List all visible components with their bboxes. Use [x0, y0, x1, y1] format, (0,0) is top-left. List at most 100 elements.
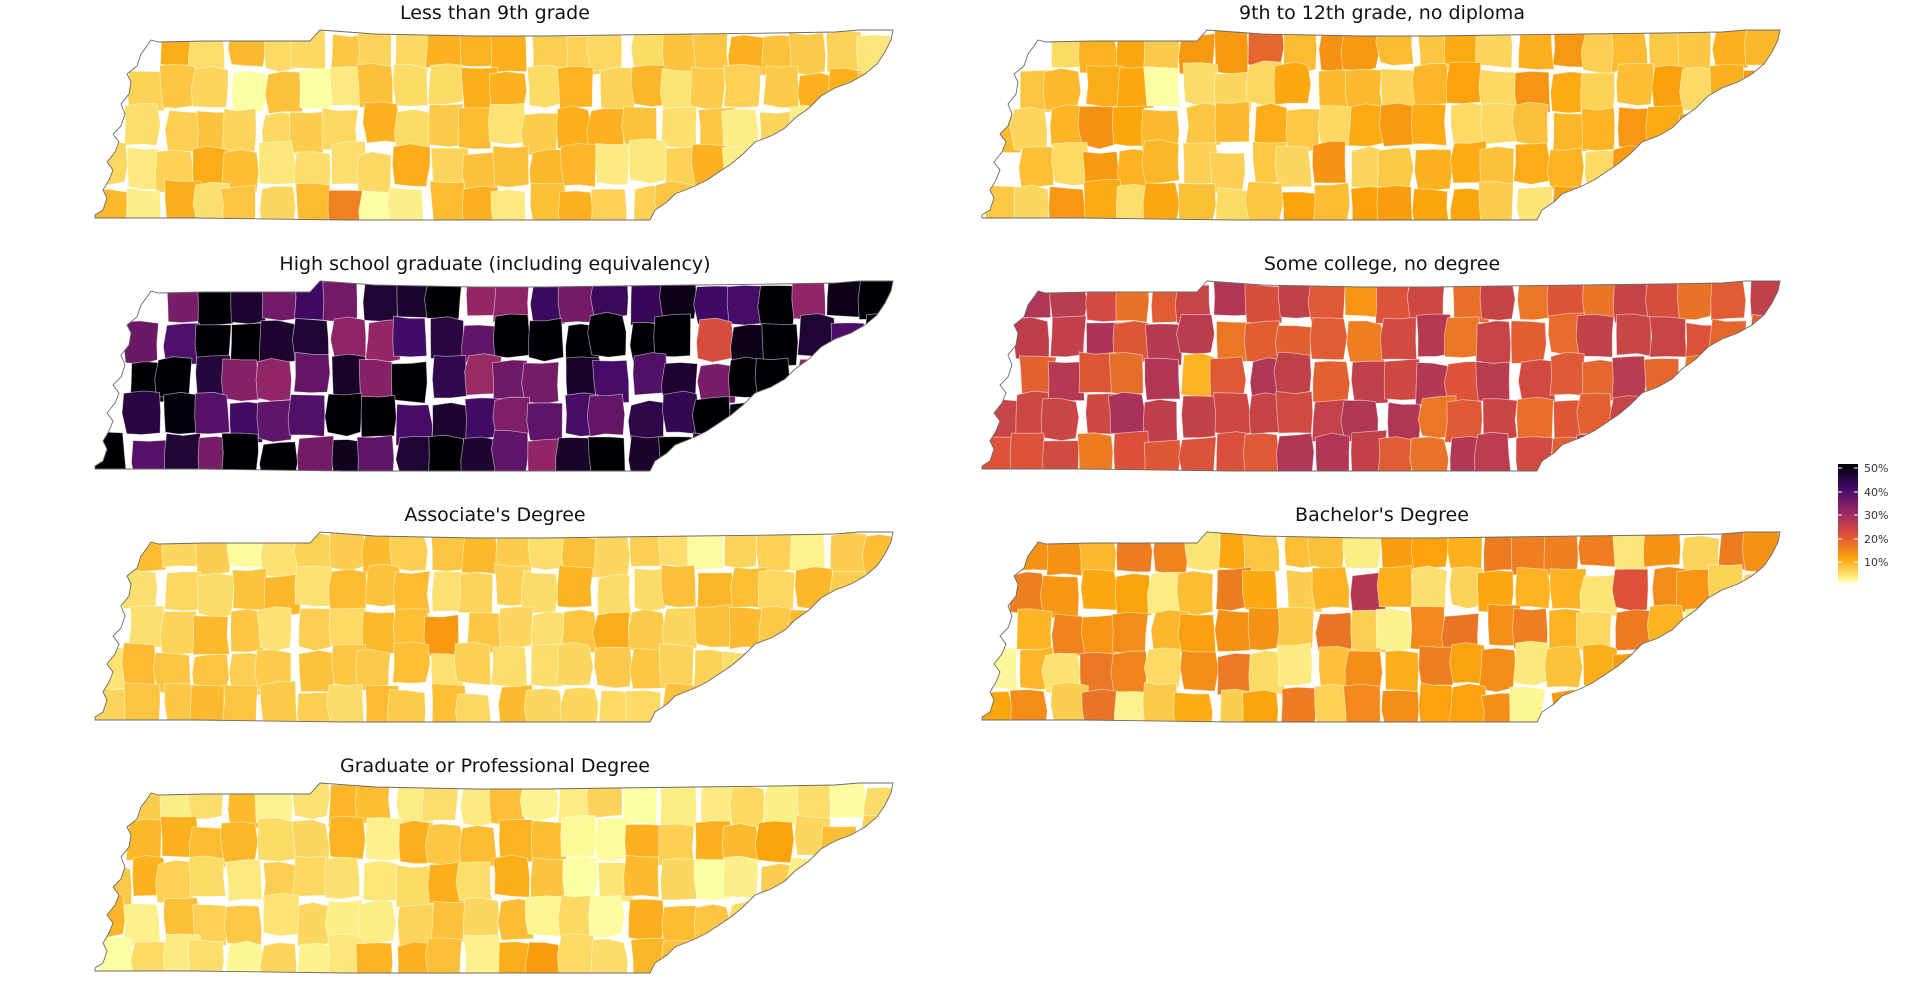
county [225, 859, 263, 902]
county [1450, 102, 1487, 148]
county [259, 942, 298, 973]
county [1177, 613, 1217, 658]
panel-title-associates: Associate's Degree [404, 504, 585, 526]
county [1276, 432, 1315, 471]
map-less-than-9th [94, 29, 894, 221]
county [254, 783, 294, 824]
county-layer [984, 30, 1780, 220]
county [528, 317, 565, 362]
county [129, 532, 168, 573]
county [1448, 683, 1487, 722]
county [1511, 101, 1549, 145]
county [1116, 532, 1153, 573]
county [661, 607, 702, 649]
county [1544, 645, 1583, 689]
county [727, 900, 766, 947]
county [1406, 281, 1446, 320]
county [1582, 643, 1618, 690]
county [629, 532, 664, 568]
county [562, 854, 598, 901]
county [1740, 571, 1780, 614]
county [430, 900, 467, 945]
county [857, 71, 893, 115]
county [326, 683, 365, 722]
county [1615, 63, 1655, 107]
county [1375, 281, 1411, 325]
county [1410, 532, 1450, 569]
map-9th-to-12th [981, 29, 1781, 221]
county [1683, 353, 1720, 397]
county [386, 186, 424, 220]
county [231, 568, 269, 611]
county [1576, 433, 1615, 471]
county [330, 316, 367, 360]
county [1409, 436, 1450, 471]
county [1176, 570, 1214, 616]
county [691, 396, 731, 439]
county [498, 819, 536, 863]
county [1242, 689, 1279, 722]
county [982, 690, 1014, 722]
county [427, 63, 464, 105]
county [1518, 30, 1555, 71]
county [1414, 148, 1453, 192]
county [356, 63, 394, 108]
county [453, 641, 492, 686]
county [599, 66, 636, 111]
county [462, 934, 501, 973]
county [556, 933, 595, 973]
county [161, 532, 199, 568]
county [1242, 532, 1280, 576]
county [189, 684, 226, 722]
county [761, 323, 799, 367]
county [120, 568, 158, 611]
state-outline [94, 29, 894, 221]
county [231, 70, 269, 114]
county [392, 63, 428, 107]
legend-label-10: 10% [1864, 556, 1888, 569]
county [1411, 565, 1448, 610]
county [431, 354, 468, 399]
county [1575, 313, 1615, 358]
county [789, 532, 826, 573]
county [1275, 390, 1314, 434]
county [259, 185, 297, 220]
state-outline [94, 280, 894, 472]
map-some-college [981, 280, 1781, 472]
county-layer [95, 30, 893, 220]
county [1749, 281, 1780, 320]
county [1276, 606, 1315, 651]
county [492, 854, 531, 898]
county [521, 361, 560, 405]
county [797, 313, 836, 357]
county [123, 682, 161, 722]
county [220, 821, 259, 865]
county [1314, 432, 1351, 471]
county [1046, 532, 1085, 577]
county [1411, 62, 1449, 106]
color-legend: 50% 40% 30% 20% 10% [1838, 462, 1888, 582]
county [1311, 566, 1350, 611]
county [1177, 182, 1217, 220]
county [1444, 316, 1480, 359]
county [653, 313, 692, 358]
county [556, 565, 594, 609]
county [287, 394, 326, 437]
county [1048, 186, 1087, 220]
county [1040, 397, 1080, 442]
county [1009, 689, 1048, 722]
county [297, 942, 335, 973]
county [196, 572, 235, 619]
county-layer [982, 532, 1780, 722]
county [1577, 532, 1617, 568]
county [355, 942, 394, 973]
county [130, 439, 169, 471]
county [593, 535, 631, 579]
county [1514, 566, 1551, 610]
county [787, 31, 827, 76]
county [361, 610, 397, 655]
county [462, 185, 500, 220]
legend-label-50: 50% [1864, 462, 1888, 475]
county [164, 109, 202, 153]
